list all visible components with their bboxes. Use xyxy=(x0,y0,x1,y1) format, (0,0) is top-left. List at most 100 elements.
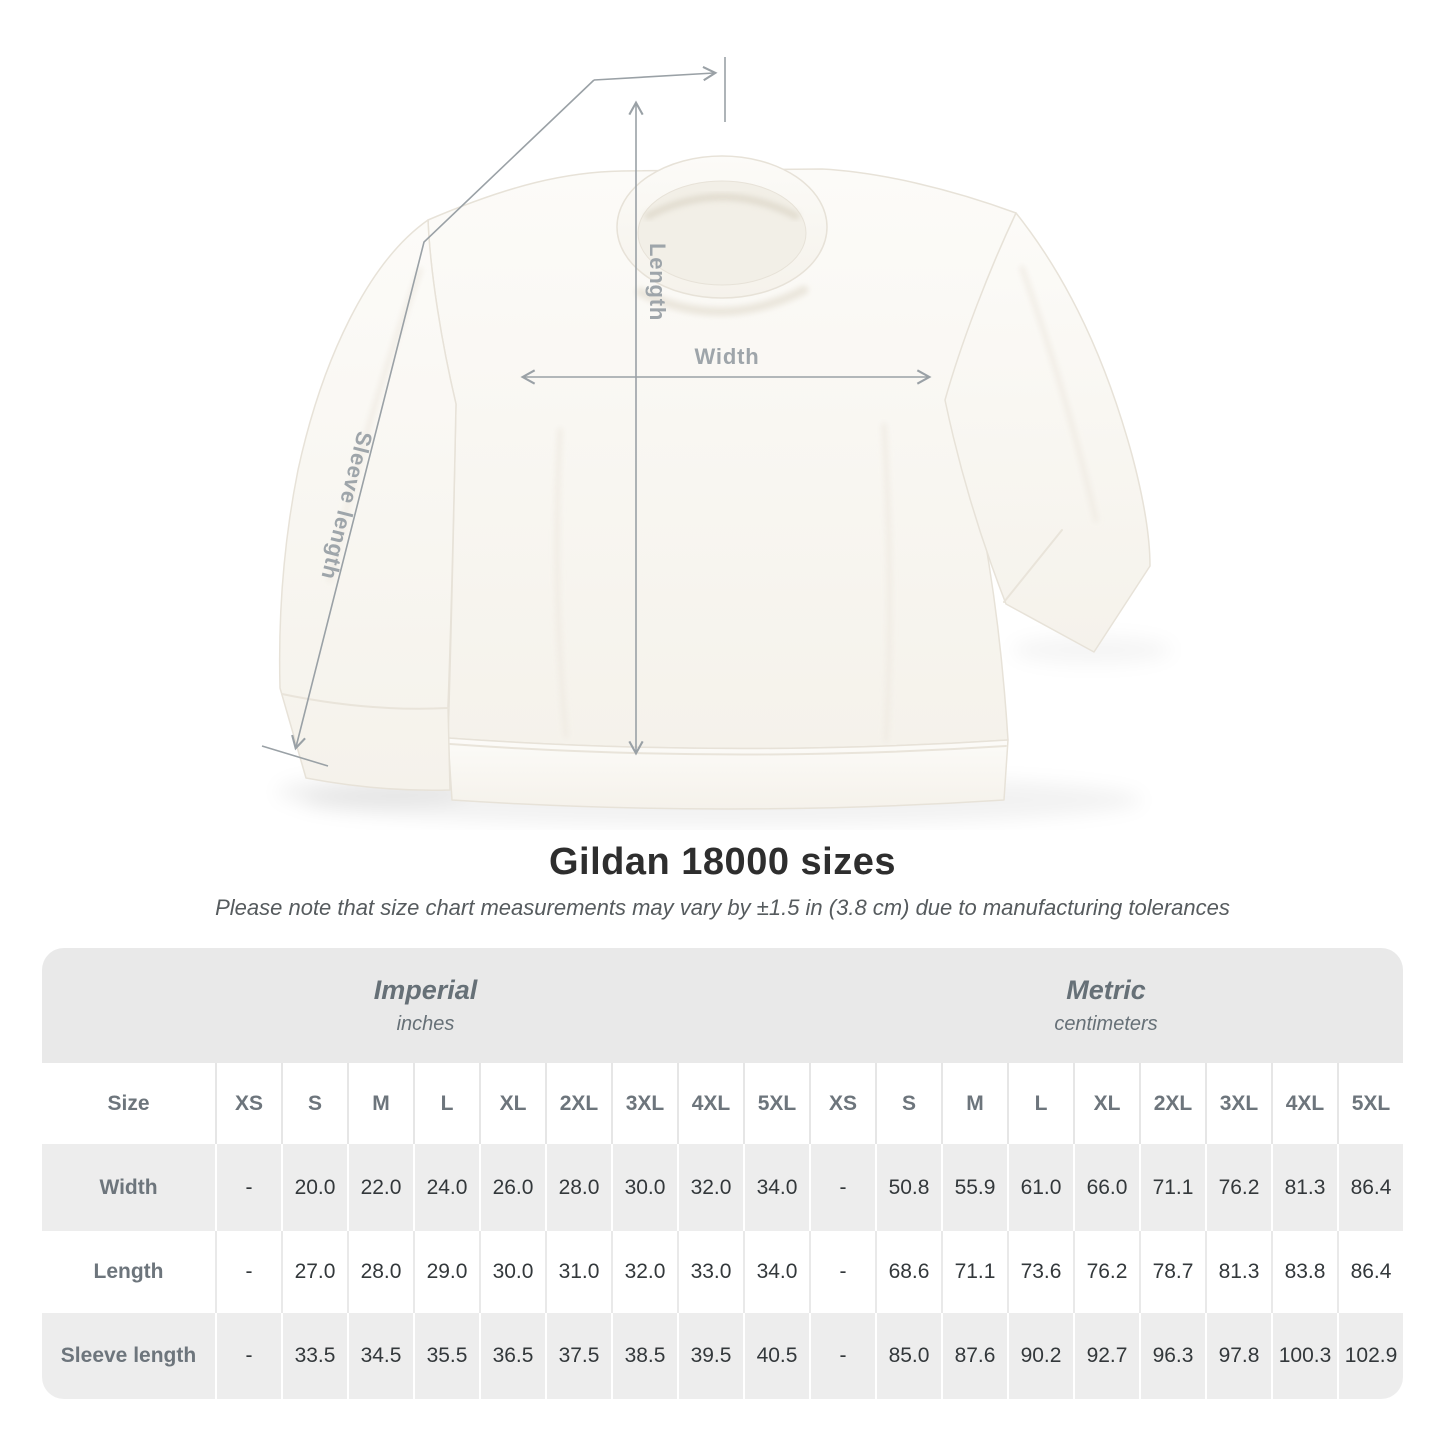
tolerance-note: Please note that size chart measurements… xyxy=(215,895,1230,920)
value-cell: 81.3 xyxy=(1271,1144,1337,1231)
size-corner-header: Size xyxy=(107,1091,150,1115)
imperial-unit-header: Imperial inches xyxy=(42,948,809,1063)
size-header-cell: XL xyxy=(1073,1063,1139,1144)
value-cell: 22.0 xyxy=(347,1144,413,1231)
metric-unit: centimeters xyxy=(1054,1013,1158,1035)
value-cell: 97.8 xyxy=(1205,1313,1271,1399)
size-header-row: Size XS S M L XL 2XL 3XL 4XL 5XL XS S M … xyxy=(42,1063,1403,1144)
heading-section: Gildan 18000 sizes Please note that size… xyxy=(0,841,1445,921)
hem-seam xyxy=(449,743,1007,756)
value-cell: 24.0 xyxy=(413,1144,479,1231)
size-header-cell: M xyxy=(347,1063,413,1144)
left-cuff-seam xyxy=(281,693,449,710)
value-cell: 40.5 xyxy=(743,1313,809,1399)
size-header-cell: 4XL xyxy=(1271,1063,1337,1144)
row-label: Length xyxy=(42,1231,215,1313)
size-header-cell: M xyxy=(941,1063,1007,1144)
product-measurement-diagram: Length Width Sleeve length xyxy=(261,57,1172,826)
size-header-cell: 5XL xyxy=(1337,1063,1403,1144)
sleeve-cuff-tick xyxy=(261,745,329,767)
metric-label: Metric xyxy=(1066,975,1146,1005)
length-row: Length - 27.0 28.0 29.0 30.0 31.0 32.0 3… xyxy=(42,1231,1403,1313)
sleeve-length-row: Sleeve length - 33.5 34.5 35.5 36.5 37.5… xyxy=(42,1313,1403,1399)
value-cell: 86.4 xyxy=(1337,1144,1403,1231)
value-cell: 32.0 xyxy=(611,1231,677,1313)
size-header-cell: 2XL xyxy=(1139,1063,1205,1144)
value-cell: 78.7 xyxy=(1139,1231,1205,1313)
value-cell: - xyxy=(215,1313,281,1399)
value-cell: 96.3 xyxy=(1139,1313,1205,1399)
size-table: Imperial inches Metric centimeters Size … xyxy=(42,948,1403,1399)
value-cell: 100.3 xyxy=(1271,1313,1337,1399)
value-cell: - xyxy=(809,1231,875,1313)
size-header-cell: 3XL xyxy=(1205,1063,1271,1144)
width-label: Width xyxy=(695,344,760,369)
size-header-cell: XL xyxy=(479,1063,545,1144)
row-label: Width xyxy=(42,1144,215,1231)
value-cell: 31.0 xyxy=(545,1231,611,1313)
size-header-cell: 5XL xyxy=(743,1063,809,1144)
value-cell: 39.5 xyxy=(677,1313,743,1399)
value-cell: 36.5 xyxy=(479,1313,545,1399)
imperial-label: Imperial xyxy=(373,975,478,1005)
value-cell: 90.2 xyxy=(1007,1313,1073,1399)
right-sleeve xyxy=(944,212,1151,653)
value-cell: 38.5 xyxy=(611,1313,677,1399)
size-header-cell: 2XL xyxy=(545,1063,611,1144)
page-title: Gildan 18000 sizes xyxy=(549,841,896,883)
value-cell: 32.0 xyxy=(677,1144,743,1231)
value-cell: 20.0 xyxy=(281,1144,347,1231)
value-cell: 71.1 xyxy=(941,1231,1007,1313)
size-header-cell: 3XL xyxy=(611,1063,677,1144)
value-cell: 102.9 xyxy=(1337,1313,1403,1399)
value-cell: 50.8 xyxy=(875,1144,941,1231)
size-header-cell: XS xyxy=(215,1063,281,1144)
value-cell: 61.0 xyxy=(1007,1144,1073,1231)
value-cell: 29.0 xyxy=(413,1231,479,1313)
size-header-cell: 4XL xyxy=(677,1063,743,1144)
value-cell: - xyxy=(215,1231,281,1313)
value-cell: 76.2 xyxy=(1073,1231,1139,1313)
value-cell: 37.5 xyxy=(545,1313,611,1399)
sleeve-measure-top xyxy=(593,66,718,82)
value-cell: 73.6 xyxy=(1007,1231,1073,1313)
value-cell: - xyxy=(809,1144,875,1231)
value-cell: 27.0 xyxy=(281,1231,347,1313)
sleeve-measure-line xyxy=(291,79,595,751)
value-cell: 71.1 xyxy=(1139,1144,1205,1231)
size-header-cell: S xyxy=(875,1063,941,1144)
value-cell: 34.5 xyxy=(347,1313,413,1399)
unit-band: Imperial inches Metric centimeters xyxy=(42,948,1403,1063)
width-row: Width - 20.0 22.0 24.0 26.0 28.0 30.0 32… xyxy=(42,1144,1403,1231)
value-cell: 76.2 xyxy=(1205,1144,1271,1231)
value-cell: 30.0 xyxy=(479,1231,545,1313)
value-cell: 30.0 xyxy=(611,1144,677,1231)
sweatshirt-illustration xyxy=(278,155,1151,810)
length-label: Length xyxy=(645,243,670,321)
value-cell: 28.0 xyxy=(347,1231,413,1313)
right-cuff-seam xyxy=(1003,529,1063,603)
value-cell: 86.4 xyxy=(1337,1231,1403,1313)
collar-inner-shadow xyxy=(644,193,800,220)
value-cell: - xyxy=(809,1313,875,1399)
value-cell: 68.6 xyxy=(875,1231,941,1313)
size-header-cell: S xyxy=(281,1063,347,1144)
row-label: Sleeve length xyxy=(42,1313,215,1399)
value-cell: 55.9 xyxy=(941,1144,1007,1231)
value-cell: 83.8 xyxy=(1271,1231,1337,1313)
value-cell: 34.0 xyxy=(743,1231,809,1313)
size-header-cell: L xyxy=(1007,1063,1073,1144)
size-header-cell: XS xyxy=(809,1063,875,1144)
value-cell: 34.0 xyxy=(743,1144,809,1231)
size-header-cell: L xyxy=(413,1063,479,1144)
metric-unit-header: Metric centimeters xyxy=(809,948,1403,1063)
value-cell: 66.0 xyxy=(1073,1144,1139,1231)
value-cell: 92.7 xyxy=(1073,1313,1139,1399)
fabric-folds xyxy=(327,265,1099,743)
value-cell: 33.5 xyxy=(281,1313,347,1399)
value-cell: 26.0 xyxy=(479,1144,545,1231)
value-cell: - xyxy=(215,1144,281,1231)
measurement-lines xyxy=(261,57,932,767)
imperial-unit: inches xyxy=(396,1013,455,1035)
